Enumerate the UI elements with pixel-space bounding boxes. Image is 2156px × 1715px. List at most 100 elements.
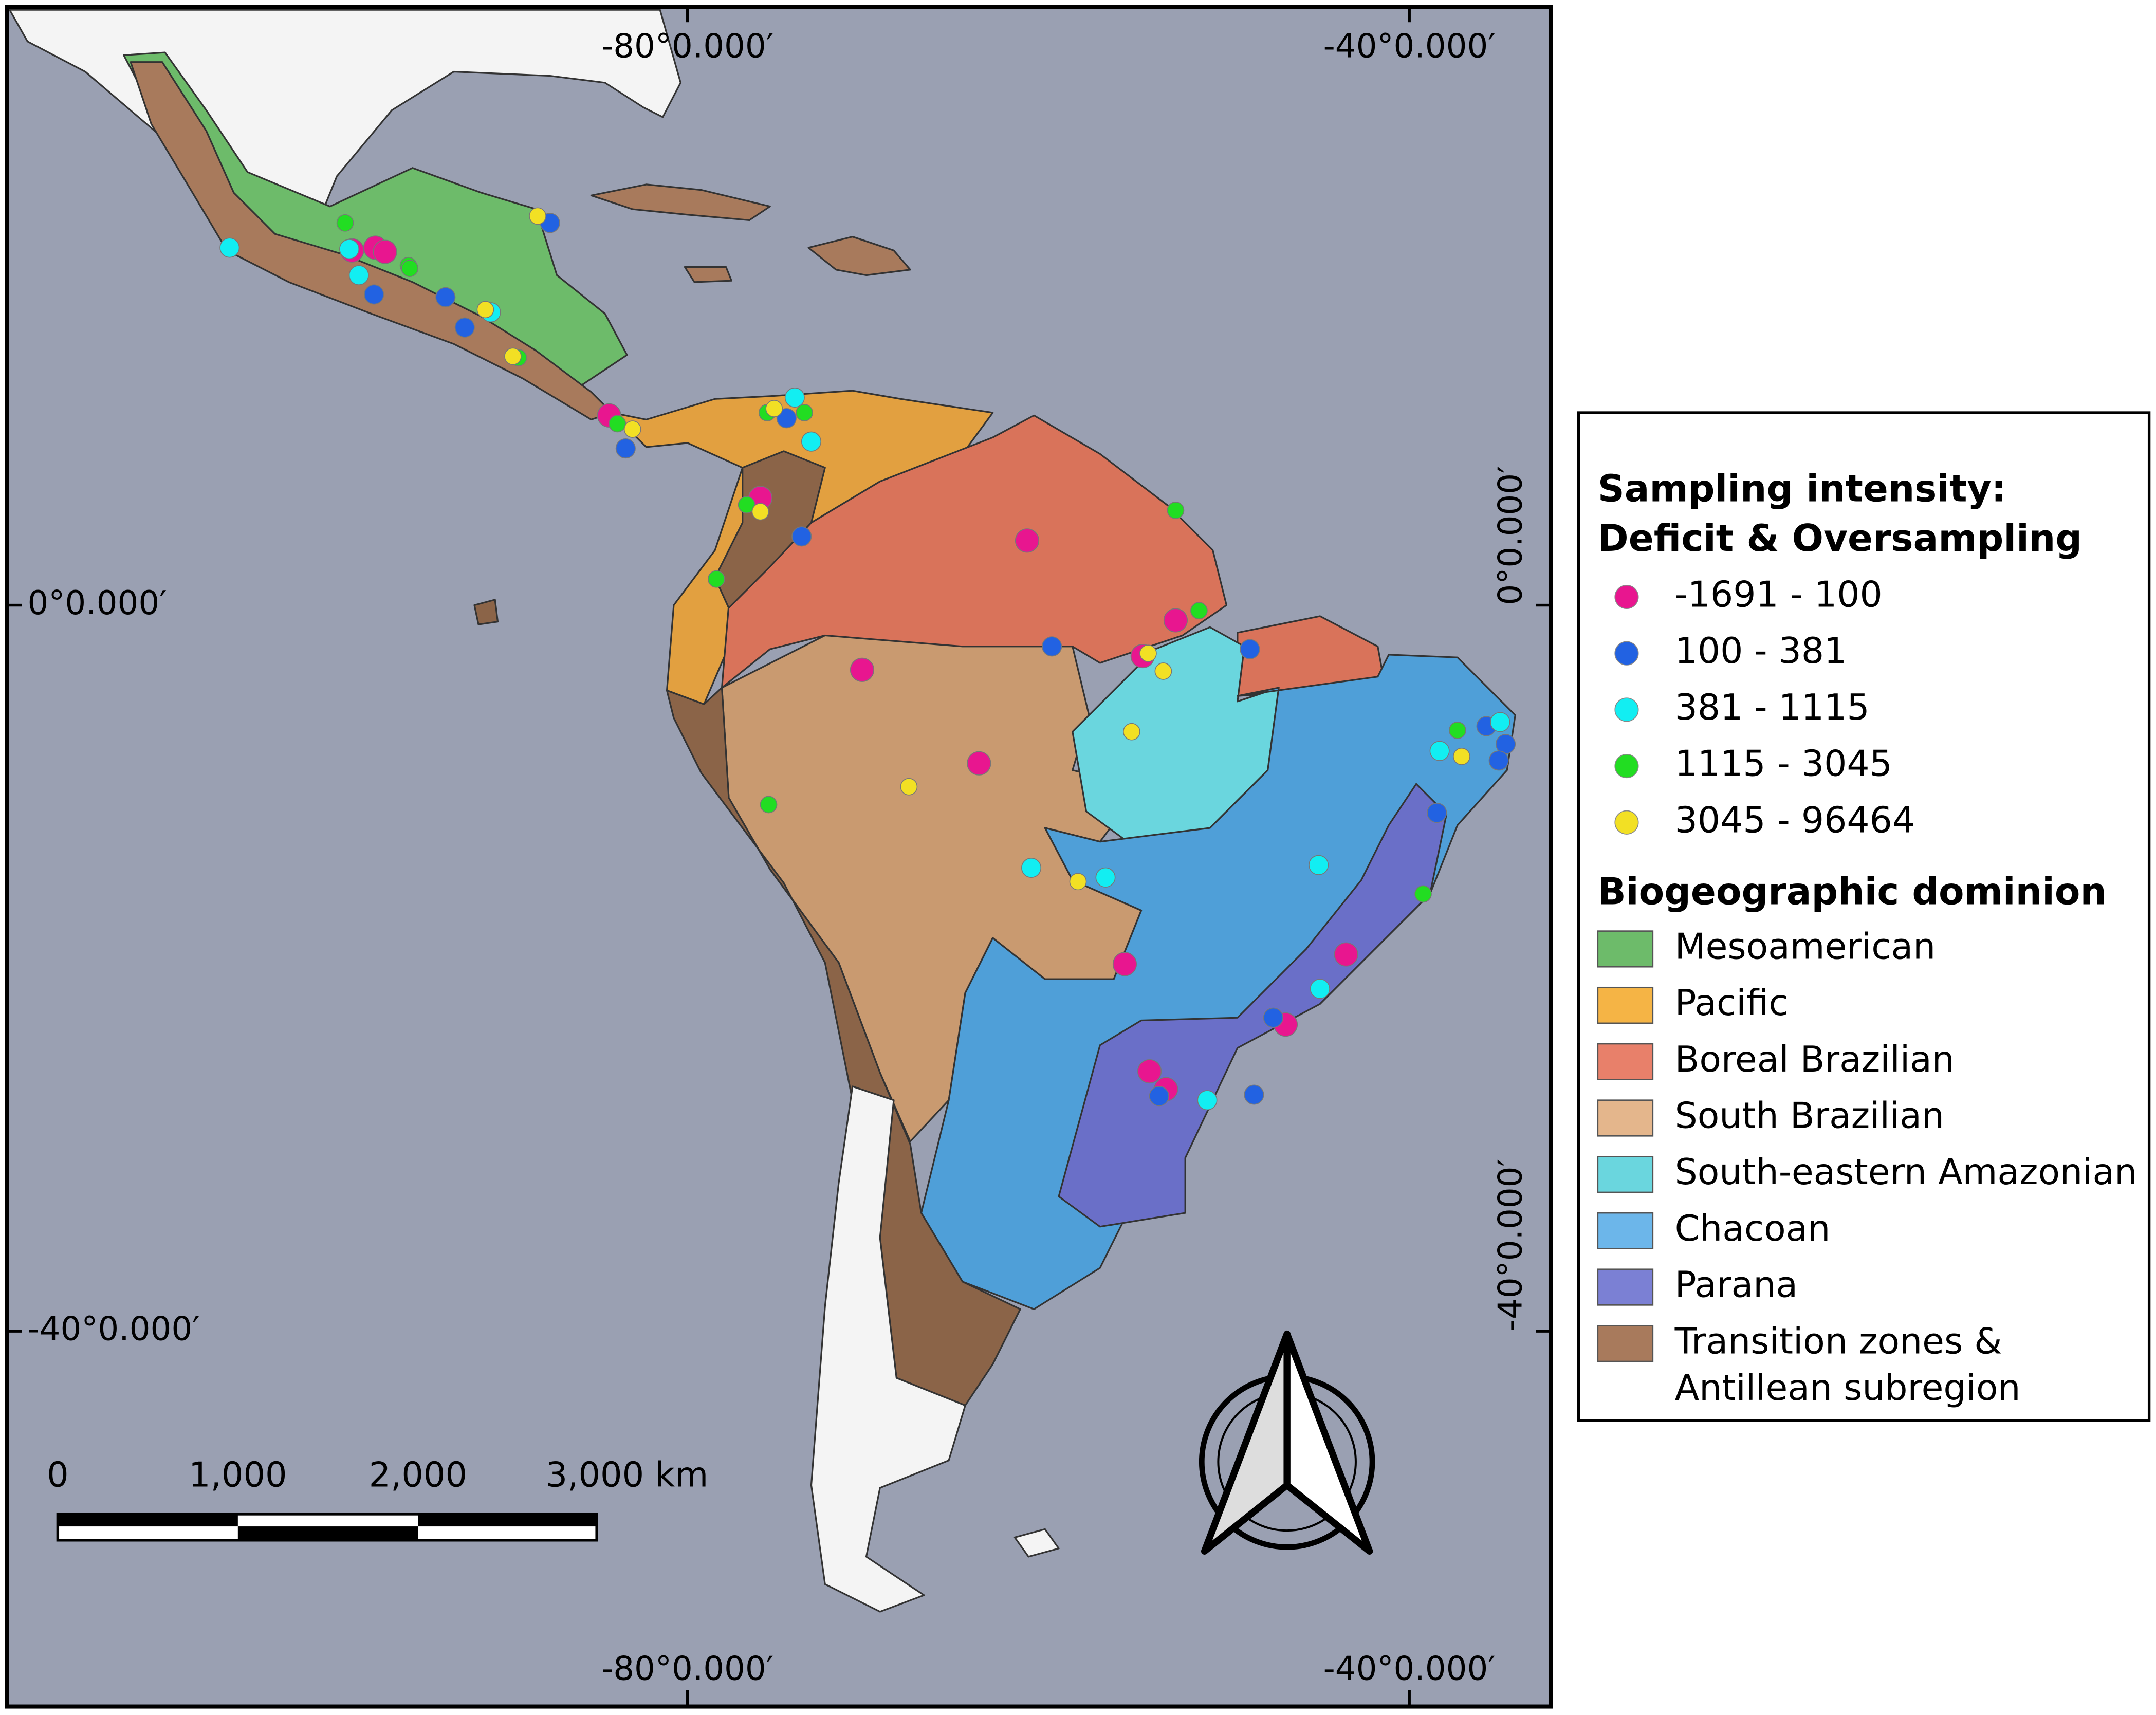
- sampling-point: [339, 239, 360, 260]
- sampling-point: [364, 284, 384, 305]
- sampling-point: [967, 751, 991, 776]
- island: [590, 183, 771, 222]
- sampling-point: [504, 347, 522, 365]
- graticule: -80°0.000′ -40°0.000′ -80°0.000′ -40°0.000′…: [7, 7, 1551, 1705]
- sampling-points: [219, 207, 1516, 1111]
- legend-label: Transition zones &: [1674, 1320, 2002, 1362]
- sampling-point: [801, 431, 822, 452]
- legend-label: Chacoan: [1675, 1208, 1831, 1249]
- sampling-point: [1488, 750, 1509, 771]
- legend-swatch: [1597, 1325, 1654, 1362]
- sampling-point: [1069, 873, 1087, 891]
- land-patagonia: [810, 1085, 966, 1613]
- land: [9, 9, 1516, 1613]
- legend-swatch: [1597, 1043, 1654, 1080]
- graticule-label: 0°0.000′: [28, 584, 167, 622]
- sampling-point: [348, 265, 369, 286]
- legend-swatch: [1597, 930, 1654, 968]
- legend-label: Boreal Brazilian: [1675, 1039, 1955, 1080]
- sampling-point: [336, 214, 354, 232]
- legend-title: Deficit & Oversampling: [1598, 517, 2082, 560]
- legend-label: Mesoamerican: [1675, 926, 1936, 967]
- dominion-transition: [666, 687, 1021, 1407]
- sampling-point: [765, 400, 783, 417]
- sampling-point: [1490, 712, 1510, 732]
- sampling-point: [1449, 722, 1466, 739]
- sampling-point: [1244, 1084, 1264, 1105]
- sampling-point: [1154, 662, 1172, 680]
- legend-box: [1577, 411, 2151, 1422]
- legend-swatch: [1597, 1212, 1654, 1249]
- sampling-point: [401, 260, 419, 277]
- scale-label: 0: [47, 1454, 69, 1495]
- sampling-point: [623, 420, 641, 438]
- legend-title: Sampling intensity:: [1598, 468, 2006, 511]
- sampling-point: [1263, 1007, 1283, 1028]
- legend-label: South-eastern Amazonian: [1675, 1151, 2137, 1193]
- graticule-label: -40°0.000′: [1323, 1650, 1496, 1688]
- graticule-label: 0°0.000′: [1491, 466, 1530, 605]
- sampling-point: [784, 388, 805, 408]
- north-arrow: [1199, 1330, 1375, 1555]
- sampling-point: [1021, 858, 1042, 878]
- graticule-label: -40°0.000′: [1323, 27, 1496, 66]
- sampling-point: [796, 404, 813, 421]
- legend-title: Biogeographic dominion: [1598, 870, 2107, 913]
- sampling-point: [850, 657, 875, 682]
- sampling-point: [1167, 502, 1185, 519]
- sampling-point: [1122, 723, 1140, 741]
- legend-label: Antillean subregion: [1675, 1367, 2021, 1409]
- scale-label: 1,000: [189, 1454, 287, 1495]
- legend-label: 3045 - 96464: [1675, 799, 1915, 841]
- legend-label: 100 - 381: [1675, 630, 1847, 672]
- sampling-point: [1309, 855, 1329, 875]
- legend: Sampling intensity: Deficit & Oversampli…: [1577, 411, 2151, 1422]
- island: [807, 235, 911, 276]
- sampling-point: [219, 237, 240, 258]
- sampling-point: [435, 287, 456, 307]
- sampling-point: [760, 796, 778, 814]
- sampling-point: [1240, 639, 1260, 659]
- sampling-point: [529, 207, 546, 225]
- legend-label: 381 - 1115: [1675, 687, 1870, 728]
- sampling-point: [373, 239, 397, 264]
- legend-label: Parana: [1675, 1264, 1798, 1306]
- sampling-point: [1310, 979, 1330, 999]
- graticule-label: -80°0.000′: [601, 27, 773, 66]
- sampling-point: [1453, 748, 1470, 765]
- sampling-point: [1015, 528, 1040, 553]
- sampling-point: [1149, 1086, 1169, 1107]
- sampling-point: [1112, 952, 1137, 976]
- graticule-label: -40°0.000′: [28, 1310, 200, 1349]
- legend-label: Pacific: [1675, 982, 1789, 1024]
- sampling-point: [900, 778, 918, 796]
- sampling-point: [1427, 803, 1447, 823]
- graticule-label: -80°0.000′: [601, 1650, 773, 1688]
- sampling-point: [615, 438, 636, 459]
- legend-swatch: [1597, 1156, 1654, 1193]
- sampling-point: [1139, 644, 1157, 662]
- scale-bar: 0 1,000 2,000 3,000 km: [47, 1454, 709, 1542]
- sampling-point: [738, 496, 755, 514]
- scale-label: 3,000 km: [546, 1454, 709, 1495]
- legend-symbol: [1614, 754, 1639, 779]
- graticule-label: -40°0.000′: [1491, 1159, 1530, 1331]
- legend-symbol: [1614, 810, 1639, 835]
- island: [1013, 1528, 1060, 1558]
- dominion-transition: [714, 450, 826, 609]
- sampling-point: [791, 526, 812, 547]
- legend-symbol: [1614, 584, 1639, 610]
- dominion-transition: [130, 61, 613, 420]
- dominion-parana: [1058, 783, 1448, 1228]
- sampling-point: [1197, 1090, 1218, 1111]
- sampling-point: [776, 408, 797, 429]
- sampling-point: [476, 301, 494, 319]
- sampling-point: [751, 503, 769, 521]
- legend-swatch: [1597, 1268, 1654, 1306]
- sampling-point: [1414, 885, 1432, 903]
- scale-label: 2,000: [369, 1454, 467, 1495]
- legend-swatch: [1597, 986, 1654, 1024]
- dominion-chacoan: [920, 654, 1516, 1310]
